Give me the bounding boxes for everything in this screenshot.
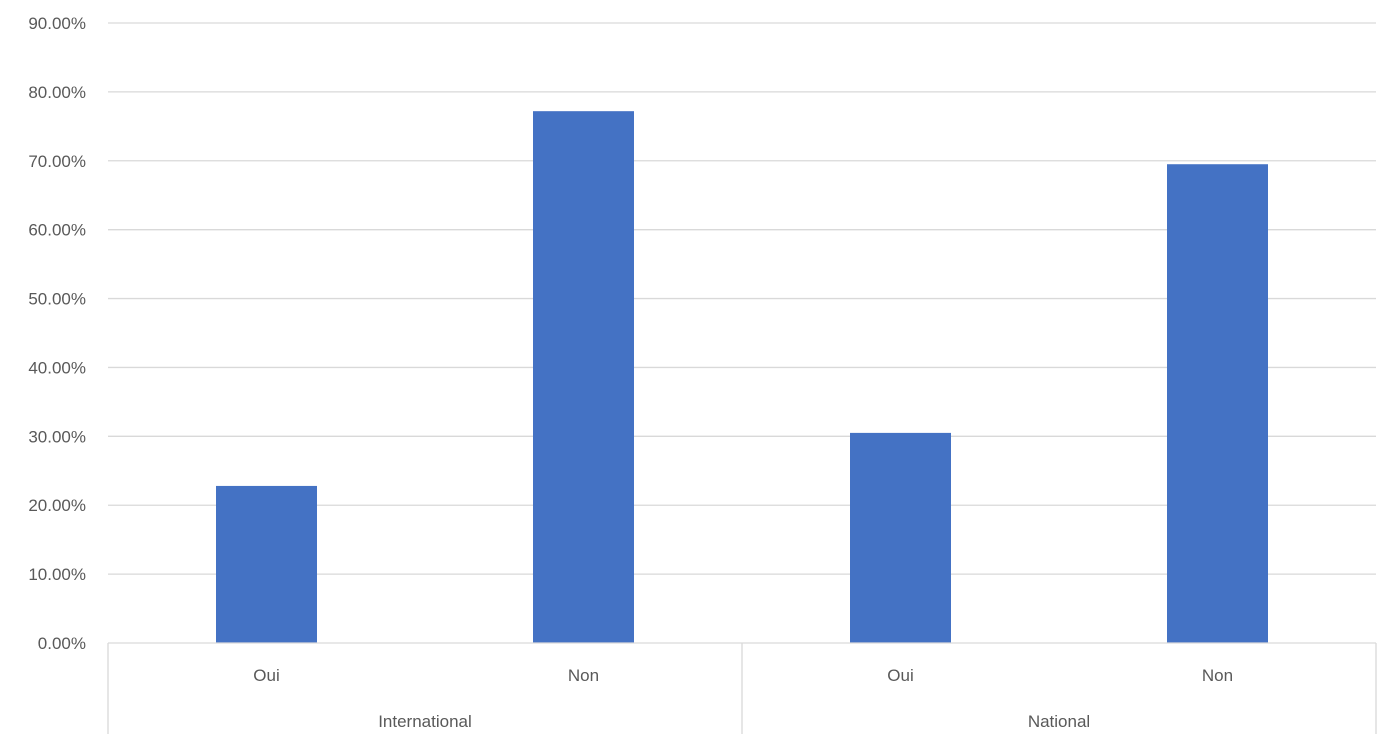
y-tick-label: 10.00%: [28, 565, 86, 584]
x-axis-group-labels: International National: [378, 712, 1090, 731]
y-tick-label: 30.00%: [28, 427, 86, 446]
x-axis: [107, 642, 1377, 734]
bar-oui-0: [216, 485, 317, 643]
x-category-label: Oui: [887, 666, 913, 685]
y-axis-tick-labels: 0.00% 10.00% 20.00% 30.00% 40.00% 50.00% 60.00…: [28, 14, 86, 653]
bar-non-3: [1167, 164, 1268, 643]
y-tick-label: 50.00%: [28, 290, 86, 309]
x-group-label: National: [1028, 712, 1090, 731]
x-group-label: International: [378, 712, 472, 731]
y-tick-label: 70.00%: [28, 152, 86, 171]
y-tick-label: 0.00%: [38, 634, 86, 653]
y-tick-label: 80.00%: [28, 83, 86, 102]
y-tick-label: 90.00%: [28, 14, 86, 33]
x-category-label: Non: [1202, 666, 1233, 685]
bar-non-1: [533, 111, 634, 643]
y-tick-label: 20.00%: [28, 496, 86, 515]
gridlines: [108, 22, 1376, 575]
x-axis-category-labels: Oui Non Oui Non: [253, 666, 1233, 685]
bar-oui-2: [850, 432, 951, 643]
y-tick-label: 60.00%: [28, 221, 86, 240]
x-category-label: Non: [568, 666, 599, 685]
x-category-label: Oui: [253, 666, 279, 685]
bars: [216, 111, 1268, 643]
y-tick-label: 40.00%: [28, 358, 86, 377]
